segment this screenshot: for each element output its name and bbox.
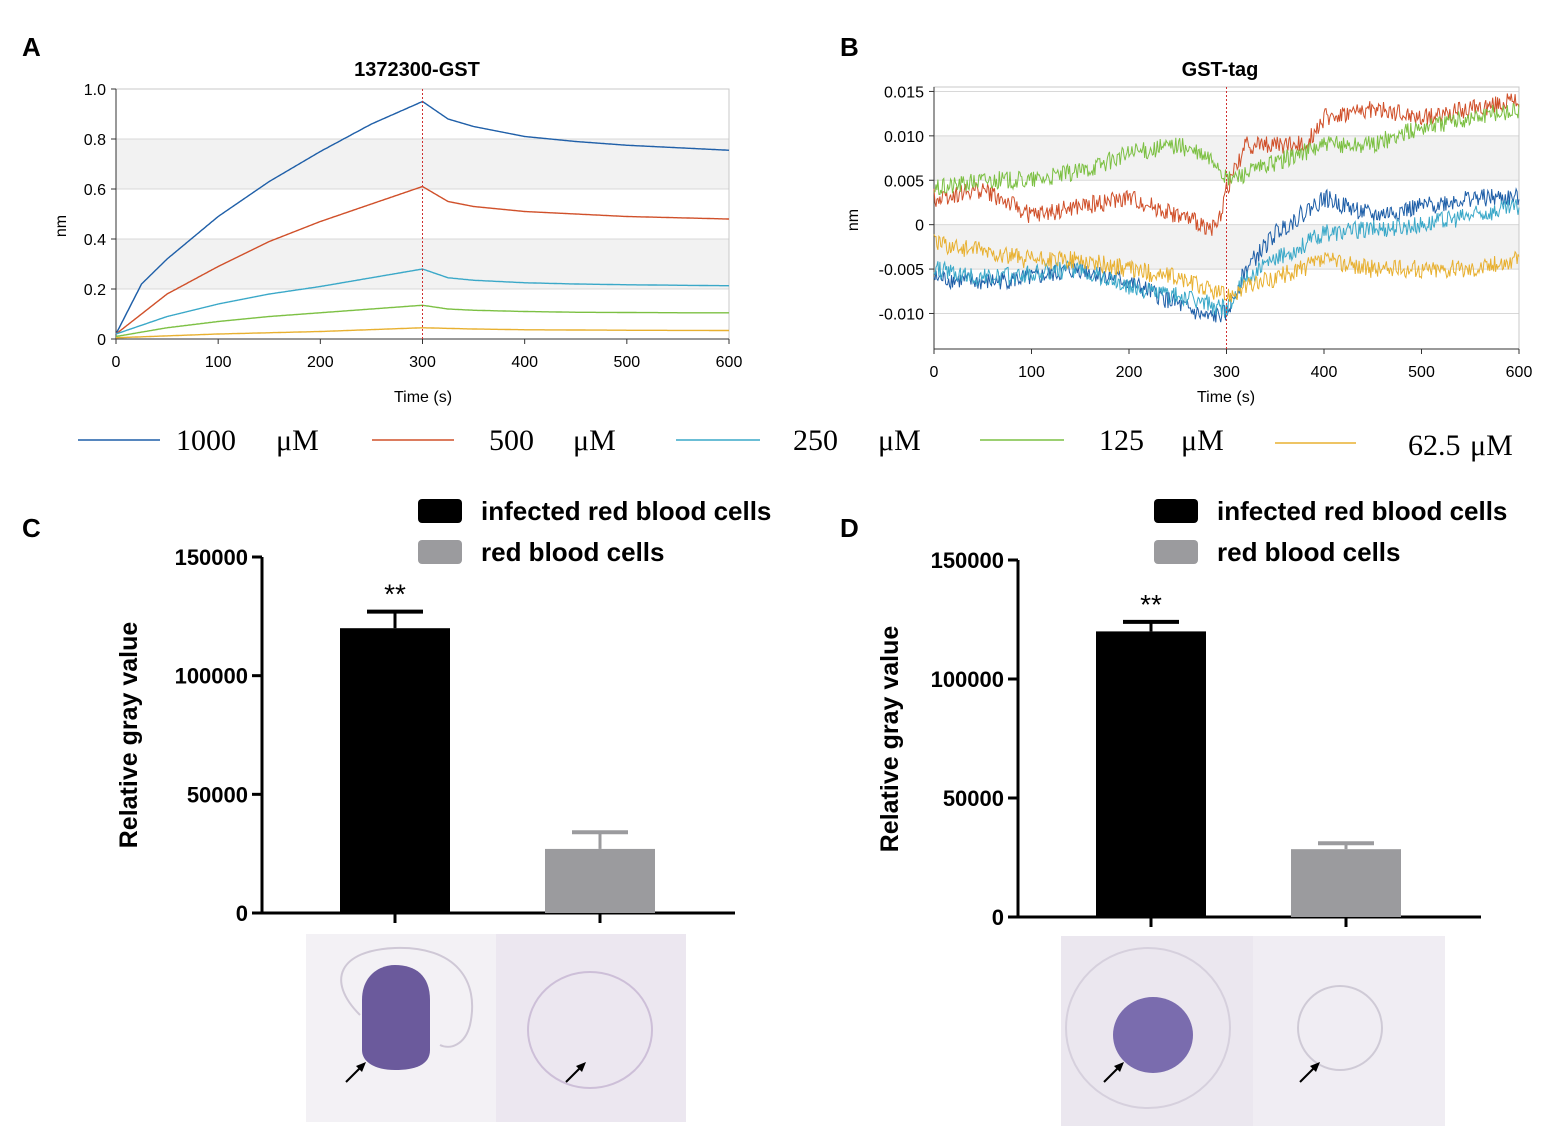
chart-c-ytick-label: 150000: [175, 545, 248, 570]
blot-c-infected-ring: [340, 946, 474, 1048]
legend-label-62-5: 62.5: [1408, 429, 1461, 462]
chart-c-bar: Relative gray value infected red blood c…: [115, 496, 771, 926]
blot-c-rbc-arrowhead-icon: [576, 1062, 586, 1072]
chart-c-ytick-label: 0: [236, 901, 248, 926]
chart-a-xtick-label: 100: [205, 354, 232, 371]
chart-d-ytick-label: 50000: [943, 786, 1004, 811]
blot-c-rbc-frame: [496, 934, 686, 1122]
blot-photo-d: [1061, 936, 1445, 1126]
legend-label-250: 250: [793, 424, 838, 457]
chart-b-title: GST-tag: [1182, 59, 1259, 81]
chart-b-ytick-label: 0.015: [884, 84, 924, 101]
chart-c-bar: [545, 848, 655, 913]
chart-a-xtick-label: 300: [409, 354, 436, 371]
chart-b-xtick-label: 100: [1018, 364, 1045, 381]
chart-a-xtick-label: 500: [613, 354, 640, 371]
chart-b-xtick-label: 600: [1506, 364, 1533, 381]
blot-d-infected-ring: [1065, 947, 1231, 1109]
chart-a-xlabel: Time (s): [394, 389, 452, 406]
blot-d-rbc-ring: [1297, 985, 1383, 1071]
chart-b-ytick-label: -0.005: [879, 262, 924, 279]
chart-a-xtick-label: 200: [307, 354, 334, 371]
panel-label-d: D: [840, 513, 859, 543]
legend-label-1000: 1000: [176, 424, 236, 457]
legend-unit-250: μM: [878, 424, 921, 457]
chart-a-title: 1372300-GST: [354, 59, 480, 81]
chart-c-bar: [340, 628, 450, 913]
chart-d-bar: Relative gray value infected red blood c…: [876, 496, 1507, 930]
chart-a-ytick-label: 1.0: [84, 82, 106, 99]
chart-b-xtick-label: 0: [930, 364, 939, 381]
chart-a-sensorgram: 1372300-GST Time (s) nm 0 0.2 0.4 0.6 0.8 1.0…: [53, 59, 742, 406]
chart-b-xtick-label: 400: [1311, 364, 1338, 381]
chart-a-series-line: [115, 327, 729, 339]
chart-a-band: [116, 239, 729, 289]
chart-c-legend-rbc: red blood cells: [481, 537, 665, 567]
chart-b-ytick-label: -0.010: [879, 306, 924, 323]
chart-d-ytick-label: 150000: [931, 548, 1004, 573]
chart-a-xtick-label: 600: [716, 354, 743, 371]
chart-c-significance: **: [384, 579, 406, 610]
chart-b-series-line: [933, 93, 1520, 236]
blot-d-rbc-arrowhead-icon: [1310, 1062, 1320, 1072]
blot-c-rbc-ring: [527, 971, 653, 1089]
chart-d-bar: [1096, 631, 1206, 917]
chart-d-legend-swatch-infected: [1154, 499, 1198, 523]
chart-b-ytick-label: 0.010: [884, 129, 924, 146]
blot-d-rbc-frame: [1253, 936, 1445, 1126]
chart-a-ytick-label: 0.2: [84, 282, 106, 299]
chart-a-xtick-label: 0: [112, 354, 121, 371]
panel-label-a: A: [22, 32, 41, 62]
chart-a-ytick-label: 0.8: [84, 132, 106, 149]
legend-unit-62-5: μM: [1470, 429, 1513, 462]
legend-label-125: 125: [1099, 424, 1144, 457]
chart-a-ytick-label: 0.6: [84, 182, 106, 199]
chart-b-xtick-label: 500: [1408, 364, 1435, 381]
chart-a-ytick-label: 0.4: [84, 232, 106, 249]
chart-d-legend-rbc: red blood cells: [1217, 537, 1401, 567]
blot-c-infected-spot: [362, 965, 430, 1070]
blot-d-infected-spot: [1113, 997, 1193, 1073]
chart-a-xtick-label: 400: [511, 354, 538, 371]
chart-b-series-line: [933, 234, 1520, 303]
legend-unit-1000: μM: [276, 424, 319, 457]
chart-d-ytick-label: 0: [992, 905, 1004, 930]
chart-d-ytick-label: 100000: [931, 667, 1004, 692]
chart-d-bar: [1291, 849, 1401, 917]
legend-unit-500: μM: [573, 424, 616, 457]
panel-label-b: B: [840, 32, 859, 62]
chart-c-legend-swatch-infected: [418, 499, 462, 523]
chart-d-ylabel: Relative gray value: [876, 626, 904, 853]
blot-d-infected-arrowhead-icon: [1114, 1062, 1124, 1072]
concentration-legend: 1000 μM 500 μM 250 μM 125 μM 62.5 μM: [78, 424, 1513, 462]
chart-b-sensorgram: GST-tag Time (s) nm -0.010 -0.005 0 0.005 0.…: [845, 59, 1532, 406]
chart-c-ylabel: Relative gray value: [115, 622, 143, 849]
chart-c-ytick-label: 50000: [187, 782, 248, 807]
chart-d-significance: **: [1140, 589, 1162, 620]
chart-d-legend-swatch-rbc: [1154, 540, 1198, 564]
blot-photo-c: [306, 934, 686, 1122]
chart-b-xtick-label: 300: [1213, 364, 1240, 381]
chart-a-band: [116, 139, 729, 189]
legend-label-500: 500: [489, 424, 534, 457]
chart-d-legend-infected: infected red blood cells: [1217, 496, 1507, 526]
legend-unit-125: μM: [1181, 424, 1224, 457]
chart-c-ytick-label: 100000: [175, 664, 248, 689]
chart-c-legend-infected: infected red blood cells: [481, 496, 771, 526]
blot-c-infected-arrowhead-icon: [356, 1062, 366, 1072]
chart-b-xlabel: Time (s): [1197, 389, 1255, 406]
chart-a-ytick-label: 0: [97, 332, 106, 349]
panel-label-c: C: [22, 513, 41, 543]
chart-b-ytick-label: 0.005: [884, 173, 924, 190]
chart-a-ylabel: nm: [53, 215, 70, 237]
chart-b-ytick-label: 0: [915, 218, 924, 235]
chart-b-xtick-label: 200: [1116, 364, 1143, 381]
chart-c-legend-swatch-rbc: [418, 540, 462, 564]
chart-b-ylabel: nm: [845, 209, 862, 231]
